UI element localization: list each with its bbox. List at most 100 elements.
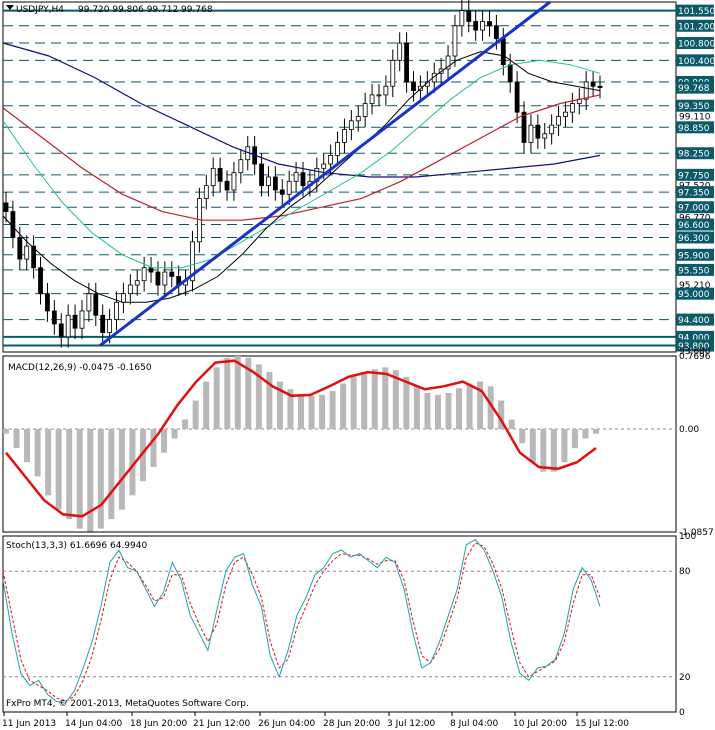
ma-green-line	[2, 59, 601, 269]
price-axis-label: 95.210	[679, 281, 711, 291]
price-level-tag: 95.900	[676, 248, 714, 261]
candle-body	[542, 133, 548, 139]
candle-body	[355, 116, 361, 122]
price-level-tag-label: 95.900	[678, 251, 710, 261]
macd-title: MACD(12,26,9) -0.0475 -0.1650	[8, 363, 152, 373]
candle-body	[597, 85, 603, 88]
macd-histogram-bar	[403, 376, 410, 430]
candle-body	[411, 81, 416, 91]
candle-body	[155, 271, 161, 286]
stoch-signal-line	[2, 542, 601, 702]
price-level-tag: 100.400	[676, 54, 715, 67]
macd-histogram-bar	[3, 429, 9, 434]
candle-body	[321, 163, 327, 169]
price-level-tag: 98.850	[676, 121, 714, 134]
candle-body	[259, 163, 264, 187]
price-level-tag-bg	[676, 287, 714, 300]
candle-body	[86, 293, 92, 312]
price-level-tag-bg	[676, 147, 714, 160]
candle-body	[203, 185, 209, 200]
candle-body	[148, 267, 154, 273]
candle-body	[362, 103, 368, 117]
macd-histogram-bar	[361, 372, 368, 430]
candle-body	[569, 103, 575, 113]
macd-histogram-bar	[298, 393, 304, 430]
x-axis-label: 8 Jul 04:00	[450, 719, 499, 729]
candle-body	[58, 323, 64, 338]
price-level-tag-bg	[676, 99, 714, 112]
candle-body	[45, 293, 50, 312]
candle-body	[65, 314, 71, 338]
ma-black-line	[2, 51, 601, 303]
macd-histogram-bar	[519, 429, 526, 444]
macd-histogram-bar	[445, 392, 452, 430]
macd-pane-frame	[2, 355, 677, 533]
price-level-tag-label: 94.400	[678, 316, 710, 326]
price-level-tag: 98.250	[676, 147, 714, 160]
price-axis-label: 93.680	[679, 347, 711, 357]
macd-signal-line	[5, 359, 597, 518]
macd-histogram-bar	[550, 429, 557, 472]
macd-histogram-bar	[192, 400, 199, 430]
price-axis-label: 99.110	[679, 113, 711, 123]
price-level-tag: 97.750	[676, 168, 714, 181]
macd-histogram-bar	[97, 429, 104, 529]
candle-body	[238, 159, 244, 174]
price-level-tag-bg	[676, 201, 714, 214]
macd-histogram-bar	[34, 429, 41, 477]
candle-body	[480, 21, 485, 31]
macd-histogram-bar	[424, 392, 431, 430]
price-level-tag: 94.400	[676, 313, 714, 326]
macd-histogram-bar	[55, 429, 62, 510]
x-axis-label: 18 Jun 20:00	[130, 719, 187, 729]
price-level-tag-label: 101.200	[678, 22, 715, 32]
candle-body	[190, 241, 195, 282]
price-level-tag: 96.600	[676, 218, 714, 231]
price-level-tag: 95.000	[676, 287, 714, 300]
macd-axis-label: -1.0857	[679, 528, 714, 538]
macd-histogram-bar	[477, 381, 484, 430]
candle-body	[493, 25, 499, 40]
x-axis-label: 11 Jun 2013	[2, 719, 56, 729]
candle-body	[383, 85, 389, 96]
candle-body	[521, 111, 527, 143]
price-level-tag-label: 95.000	[678, 290, 710, 300]
candle-body	[38, 267, 43, 295]
price-level-tag: 101.200	[676, 19, 715, 32]
price-level-tag-label: 97.350	[678, 189, 710, 199]
candle-body	[528, 124, 534, 143]
stoch-axis-label: 100	[679, 532, 696, 542]
price-level-tag-label: 100.800	[678, 40, 715, 50]
candle-body	[487, 21, 492, 27]
macd-histogram-bar	[234, 355, 241, 430]
macd-axis-label: 0.7696	[679, 352, 711, 362]
candle-body	[127, 284, 133, 295]
candle-body	[162, 271, 168, 286]
candle-body	[24, 245, 30, 260]
price-level-tag: 93.800	[676, 339, 714, 352]
macd-pane: 0.7696 0.00 -1.0857	[2, 352, 714, 538]
candle-body	[473, 21, 479, 31]
candle-body	[397, 42, 403, 61]
price-level-tag-bg	[676, 218, 714, 231]
macd-histogram-bar	[582, 429, 589, 439]
macd-histogram-bar	[87, 429, 94, 532]
candle-body	[141, 267, 147, 282]
x-axis-label: 3 Jul 12:00	[387, 719, 436, 729]
candle-body	[121, 293, 126, 303]
price-title-ohlc: 99.720 99.806 99.712 99.768	[78, 5, 213, 15]
ma-navy-line	[2, 42, 601, 178]
macd-histogram-bar	[139, 429, 146, 482]
price-level-tag-label: 97.000	[678, 204, 710, 214]
macd-histogram-bar	[434, 394, 441, 430]
candle-body	[556, 116, 561, 126]
macd-histogram-bar	[213, 367, 220, 430]
macd-histogram-bar	[203, 381, 210, 430]
macd-histogram-bar	[161, 429, 168, 453]
macd-histogram-bar	[76, 429, 83, 529]
macd-histogram-bar	[319, 394, 326, 430]
stoch-title: Stoch(13,3,3) 61.6696 64.9940	[6, 541, 147, 551]
price-level-tag-label: 99.350	[678, 102, 710, 112]
candle-body	[93, 293, 99, 316]
candle-body	[169, 271, 175, 277]
